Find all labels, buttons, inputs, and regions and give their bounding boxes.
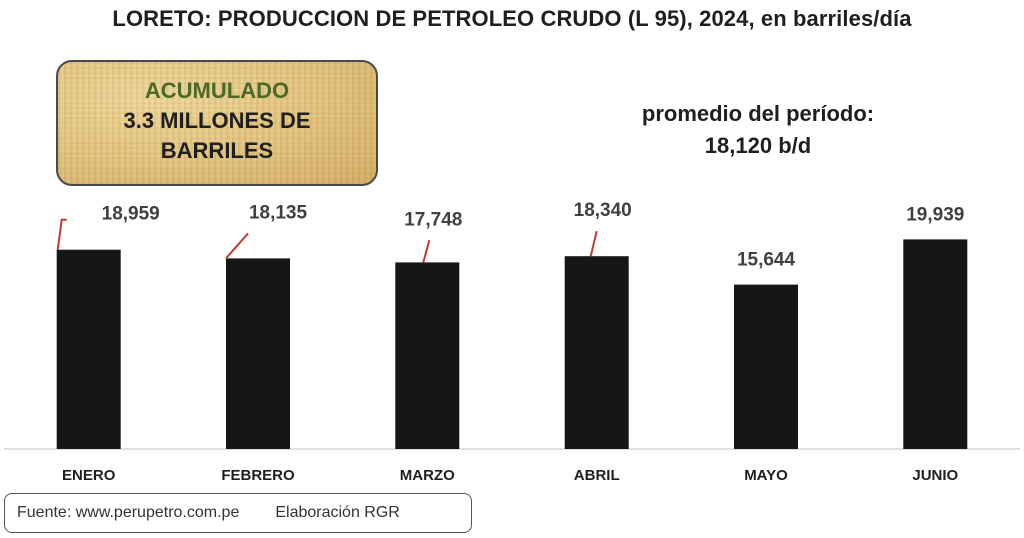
average-label: promedio del período:	[641, 101, 875, 126]
category-label-enero: ENERO	[62, 467, 116, 484]
bar-marzo	[395, 262, 460, 449]
value-label-junio: 19,939	[906, 204, 964, 225]
leader-line-febrero	[225, 232, 249, 260]
source-text: Fuente: www.perupetro.com.pe	[17, 504, 240, 521]
value-label-febrero: 18,135	[249, 202, 308, 223]
accumulated-value-line2: BARRILES	[160, 138, 274, 163]
value-label-marzo: 17,748	[404, 209, 462, 230]
category-labels-group: ENERO FEBRERO MARZO ABRIL MAYO JUNIO	[62, 467, 959, 484]
value-label-enero: 18,959	[102, 204, 160, 225]
bar-abril	[564, 256, 629, 449]
leader-line-marzo	[422, 240, 431, 263]
average-value: 18,120 b/d	[704, 133, 812, 158]
leader-line-abril	[589, 230, 598, 257]
bars-group	[56, 239, 968, 449]
category-label-abril: ABRIL	[574, 467, 620, 484]
source-box: Fuente: www.perupetro.com.pe Elaboración…	[4, 493, 472, 533]
credit-text: Elaboración RGR	[275, 504, 400, 521]
category-label-junio: JUNIO	[912, 467, 958, 484]
bar-enero	[56, 249, 121, 449]
bar-mayo	[734, 284, 798, 449]
chart-title: LORETO: PRODUCCION DE PETROLEO CRUDO (L …	[112, 6, 912, 31]
value-labels-group: 18,959 18,135 17,748 18,340 15,644 19,939	[102, 200, 965, 270]
accumulated-label: ACUMULADO	[144, 78, 290, 103]
leader-line-enero	[56, 218, 67, 250]
leader-lines-group	[56, 218, 598, 263]
accumulated-box: ACUMULADO 3.3 MILLONES DE BARRILES	[56, 60, 378, 186]
value-label-mayo: 15,644	[737, 250, 796, 271]
category-label-febrero: FEBRERO	[221, 467, 295, 484]
category-label-marzo: MARZO	[400, 467, 455, 484]
average-annotation: promedio del período: 18,120 b/d	[598, 98, 918, 162]
bar-junio	[903, 239, 968, 449]
value-label-abril: 18,340	[574, 200, 632, 221]
accumulated-value-line1: 3.3 MILLONES DE	[123, 108, 311, 133]
bar-febrero	[226, 258, 290, 449]
category-label-mayo: MAYO	[744, 467, 788, 484]
